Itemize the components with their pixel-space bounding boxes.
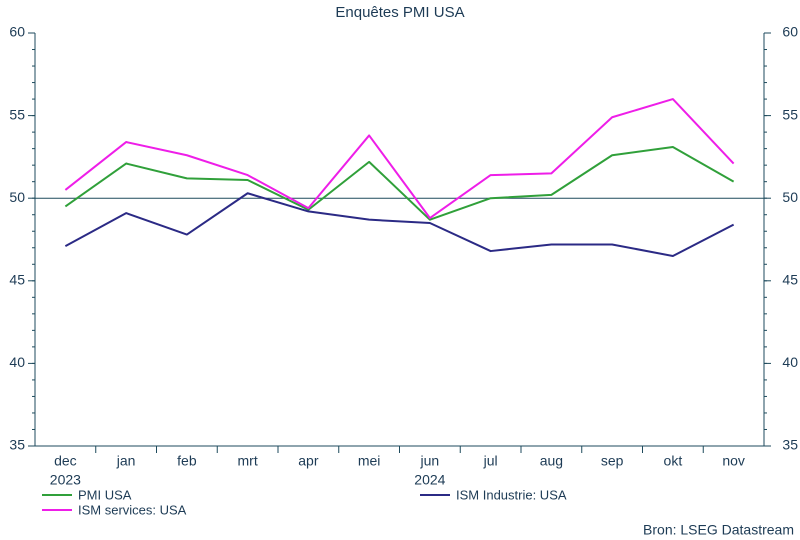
chart-title: Enquêtes PMI USA: [335, 4, 464, 21]
y-tick-label: 45: [9, 272, 25, 288]
legend-label: ISM Industrie: USA: [456, 487, 567, 502]
y2-tick-label: 55: [782, 106, 798, 122]
x-tick-label: dec: [54, 453, 77, 469]
x-tick-label: aug: [540, 453, 563, 469]
y-tick-label: 40: [9, 354, 25, 370]
y-tick-label: 50: [9, 189, 25, 205]
x-tick-label: nov: [722, 453, 745, 469]
legend-label: PMI USA: [78, 487, 132, 502]
y2-tick-label: 60: [782, 24, 798, 40]
x-tick-label: mei: [358, 453, 381, 469]
y2-tick-label: 40: [782, 354, 798, 370]
x-tick-label: apr: [298, 453, 319, 469]
x-sublabel: 2024: [414, 472, 445, 488]
y2-tick-label: 50: [782, 189, 798, 205]
series-line: [64, 145, 735, 221]
x-tick-label: feb: [177, 453, 197, 469]
series-line: [64, 192, 735, 258]
y-tick-label: 60: [9, 24, 25, 40]
x-tick-label: jun: [420, 453, 440, 469]
legend-label: ISM services: USA: [78, 502, 187, 517]
source: Bron: LSEG Datastream: [643, 522, 794, 538]
x-tick-label: okt: [664, 453, 683, 469]
x-tick-label: mrt: [238, 453, 258, 469]
x-sublabel: 2023: [50, 472, 81, 488]
y2-tick-label: 35: [782, 437, 798, 453]
x-tick-label: jul: [483, 453, 498, 469]
y-tick-label: 35: [9, 437, 25, 453]
y-tick-label: 55: [9, 106, 25, 122]
y2-tick-label: 45: [782, 272, 798, 288]
x-tick-label: jan: [116, 453, 136, 469]
x-tick-label: sep: [601, 453, 624, 469]
series-line: [64, 98, 735, 220]
